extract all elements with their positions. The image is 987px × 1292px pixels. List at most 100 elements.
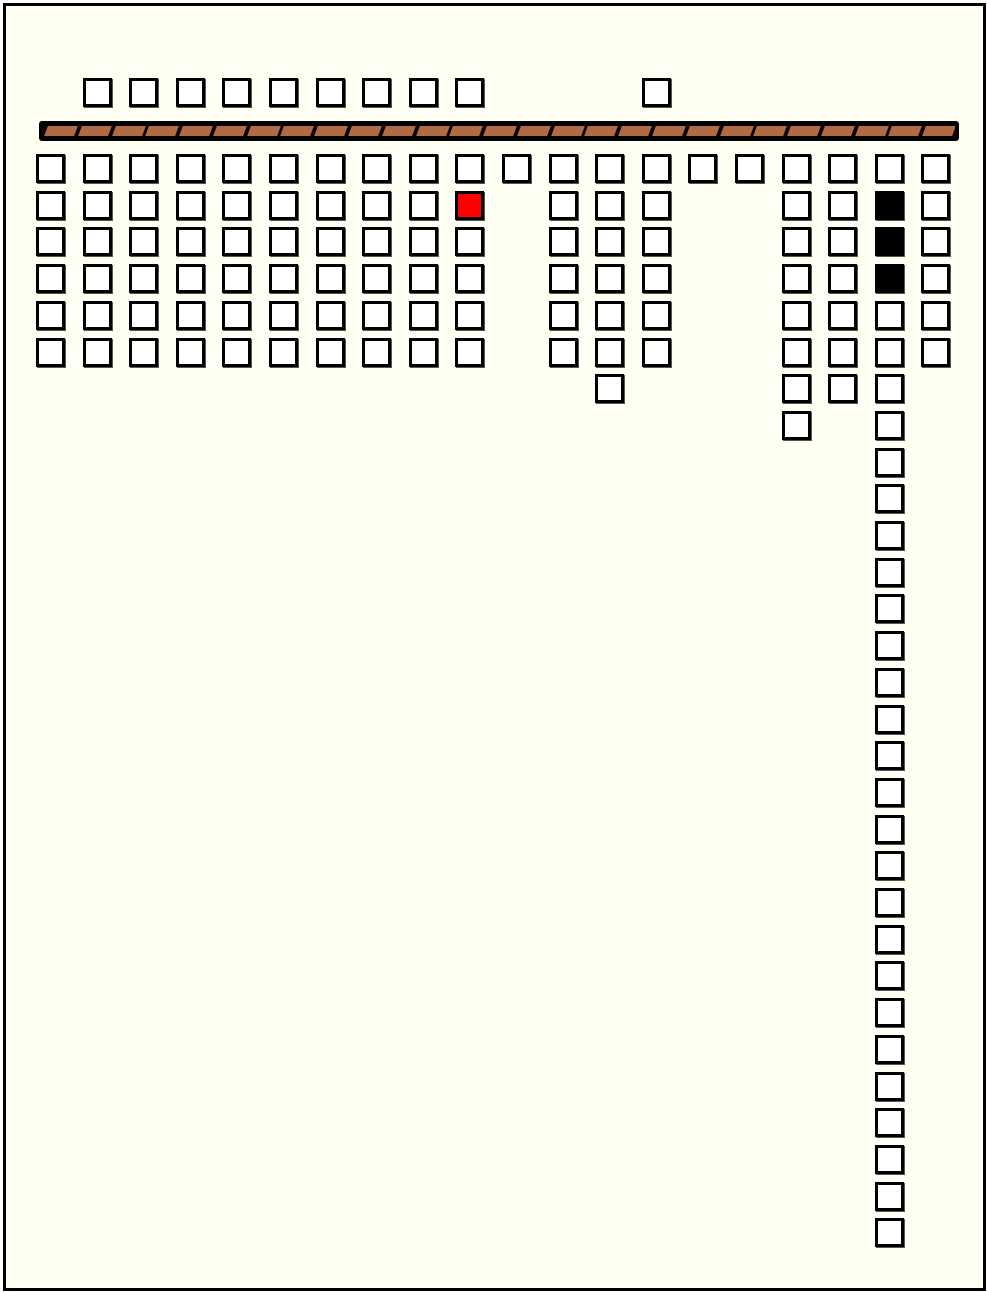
grid-cell[interactable]: [781, 337, 811, 367]
grid-cell[interactable]: [595, 227, 625, 257]
grid-cell[interactable]: [874, 1144, 904, 1174]
grid-cell[interactable]: [175, 227, 205, 257]
grid-cell[interactable]: [781, 190, 811, 220]
grid-cell[interactable]: [874, 851, 904, 881]
grid-cell[interactable]: [828, 154, 858, 183]
grid-cell[interactable]: [921, 264, 951, 294]
grid-cell[interactable]: [315, 264, 345, 294]
grid-cell[interactable]: [82, 300, 112, 330]
grid-cell[interactable]: [874, 888, 904, 917]
grid-cell[interactable]: [269, 154, 298, 183]
grid-cell[interactable]: [175, 337, 205, 367]
grid-cell[interactable]: [175, 264, 205, 294]
grid-cell[interactable]: [548, 227, 578, 257]
top-cell[interactable]: [82, 78, 112, 107]
grid-cell[interactable]: [269, 227, 298, 257]
grid-cell[interactable]: [874, 1181, 904, 1211]
grid-cell[interactable]: [408, 337, 438, 367]
grid-cell[interactable]: [874, 814, 904, 844]
grid-cell[interactable]: [688, 154, 718, 183]
grid-cell[interactable]: [82, 227, 112, 257]
grid-cell[interactable]: [874, 777, 904, 807]
top-cell[interactable]: [362, 78, 392, 107]
grid-cell[interactable]: [408, 227, 438, 257]
grid-cell[interactable]: [82, 337, 112, 367]
grid-cell[interactable]: [455, 264, 485, 294]
grid-cell[interactable]: [874, 631, 904, 661]
grid-cell[interactable]: [548, 337, 578, 367]
grid-cell[interactable]: [36, 190, 65, 220]
grid-cell[interactable]: [129, 154, 159, 183]
grid-cell[interactable]: [82, 190, 112, 220]
grid-cell[interactable]: [362, 190, 392, 220]
grid-cell[interactable]: [408, 300, 438, 330]
grid-cell[interactable]: [781, 410, 811, 440]
grid-cell[interactable]: [362, 337, 392, 367]
grid-cell[interactable]: [408, 190, 438, 220]
grid-cell[interactable]: [548, 264, 578, 294]
grid-cell[interactable]: [874, 1108, 904, 1138]
grid-cell[interactable]: [36, 264, 65, 294]
grid-cell[interactable]: [781, 374, 811, 404]
top-cell[interactable]: [641, 78, 671, 107]
grid-cell[interactable]: [548, 300, 578, 330]
grid-cell[interactable]: [36, 300, 65, 330]
grid-cell[interactable]: [828, 300, 858, 330]
top-cell[interactable]: [315, 78, 345, 107]
grid-cell[interactable]: [921, 337, 951, 367]
grid-cell[interactable]: [82, 264, 112, 294]
grid-cell[interactable]: [781, 154, 811, 183]
grid-cell[interactable]: [222, 337, 252, 367]
top-cell[interactable]: [222, 78, 252, 107]
grid-cell[interactable]: [641, 190, 671, 220]
grid-cell[interactable]: [641, 264, 671, 294]
grid-cell[interactable]: [129, 227, 159, 257]
grid-cell[interactable]: [921, 227, 951, 257]
grid-cell[interactable]: [641, 227, 671, 257]
cell-red[interactable]: [455, 190, 485, 220]
grid-cell[interactable]: [874, 300, 904, 330]
grid-cell[interactable]: [269, 264, 298, 294]
grid-cell[interactable]: [595, 374, 625, 404]
grid-cell[interactable]: [595, 300, 625, 330]
grid-cell[interactable]: [82, 154, 112, 183]
grid-cell[interactable]: [315, 227, 345, 257]
grid-cell[interactable]: [269, 300, 298, 330]
grid-cell[interactable]: [595, 337, 625, 367]
grid-cell[interactable]: [874, 704, 904, 734]
grid-cell[interactable]: [408, 264, 438, 294]
top-cell[interactable]: [129, 78, 159, 107]
grid-cell[interactable]: [874, 594, 904, 624]
grid-cell[interactable]: [455, 337, 485, 367]
grid-cell[interactable]: [129, 300, 159, 330]
grid-cell[interactable]: [175, 154, 205, 183]
grid-cell[interactable]: [175, 300, 205, 330]
grid-cell[interactable]: [921, 300, 951, 330]
grid-cell[interactable]: [222, 227, 252, 257]
grid-cell[interactable]: [362, 264, 392, 294]
grid-cell[interactable]: [129, 190, 159, 220]
grid-cell[interactable]: [828, 227, 858, 257]
grid-cell[interactable]: [874, 1071, 904, 1101]
grid-cell[interactable]: [874, 447, 904, 477]
grid-cell[interactable]: [595, 264, 625, 294]
grid-cell[interactable]: [222, 190, 252, 220]
grid-cell[interactable]: [362, 300, 392, 330]
grid-cell[interactable]: [222, 300, 252, 330]
grid-cell[interactable]: [36, 337, 65, 367]
grid-cell[interactable]: [874, 154, 904, 183]
grid-cell[interactable]: [874, 337, 904, 367]
grid-cell[interactable]: [874, 924, 904, 954]
top-cell[interactable]: [455, 78, 485, 107]
top-cell[interactable]: [408, 78, 438, 107]
grid-cell[interactable]: [781, 300, 811, 330]
grid-cell[interactable]: [874, 410, 904, 440]
grid-cell[interactable]: [315, 300, 345, 330]
grid-cell[interactable]: [315, 337, 345, 367]
grid-cell[interactable]: [781, 264, 811, 294]
grid-cell[interactable]: [921, 154, 951, 183]
grid-cell[interactable]: [735, 154, 764, 183]
grid-cell[interactable]: [874, 521, 904, 550]
grid-cell[interactable]: [874, 374, 904, 404]
grid-cell[interactable]: [874, 557, 904, 587]
